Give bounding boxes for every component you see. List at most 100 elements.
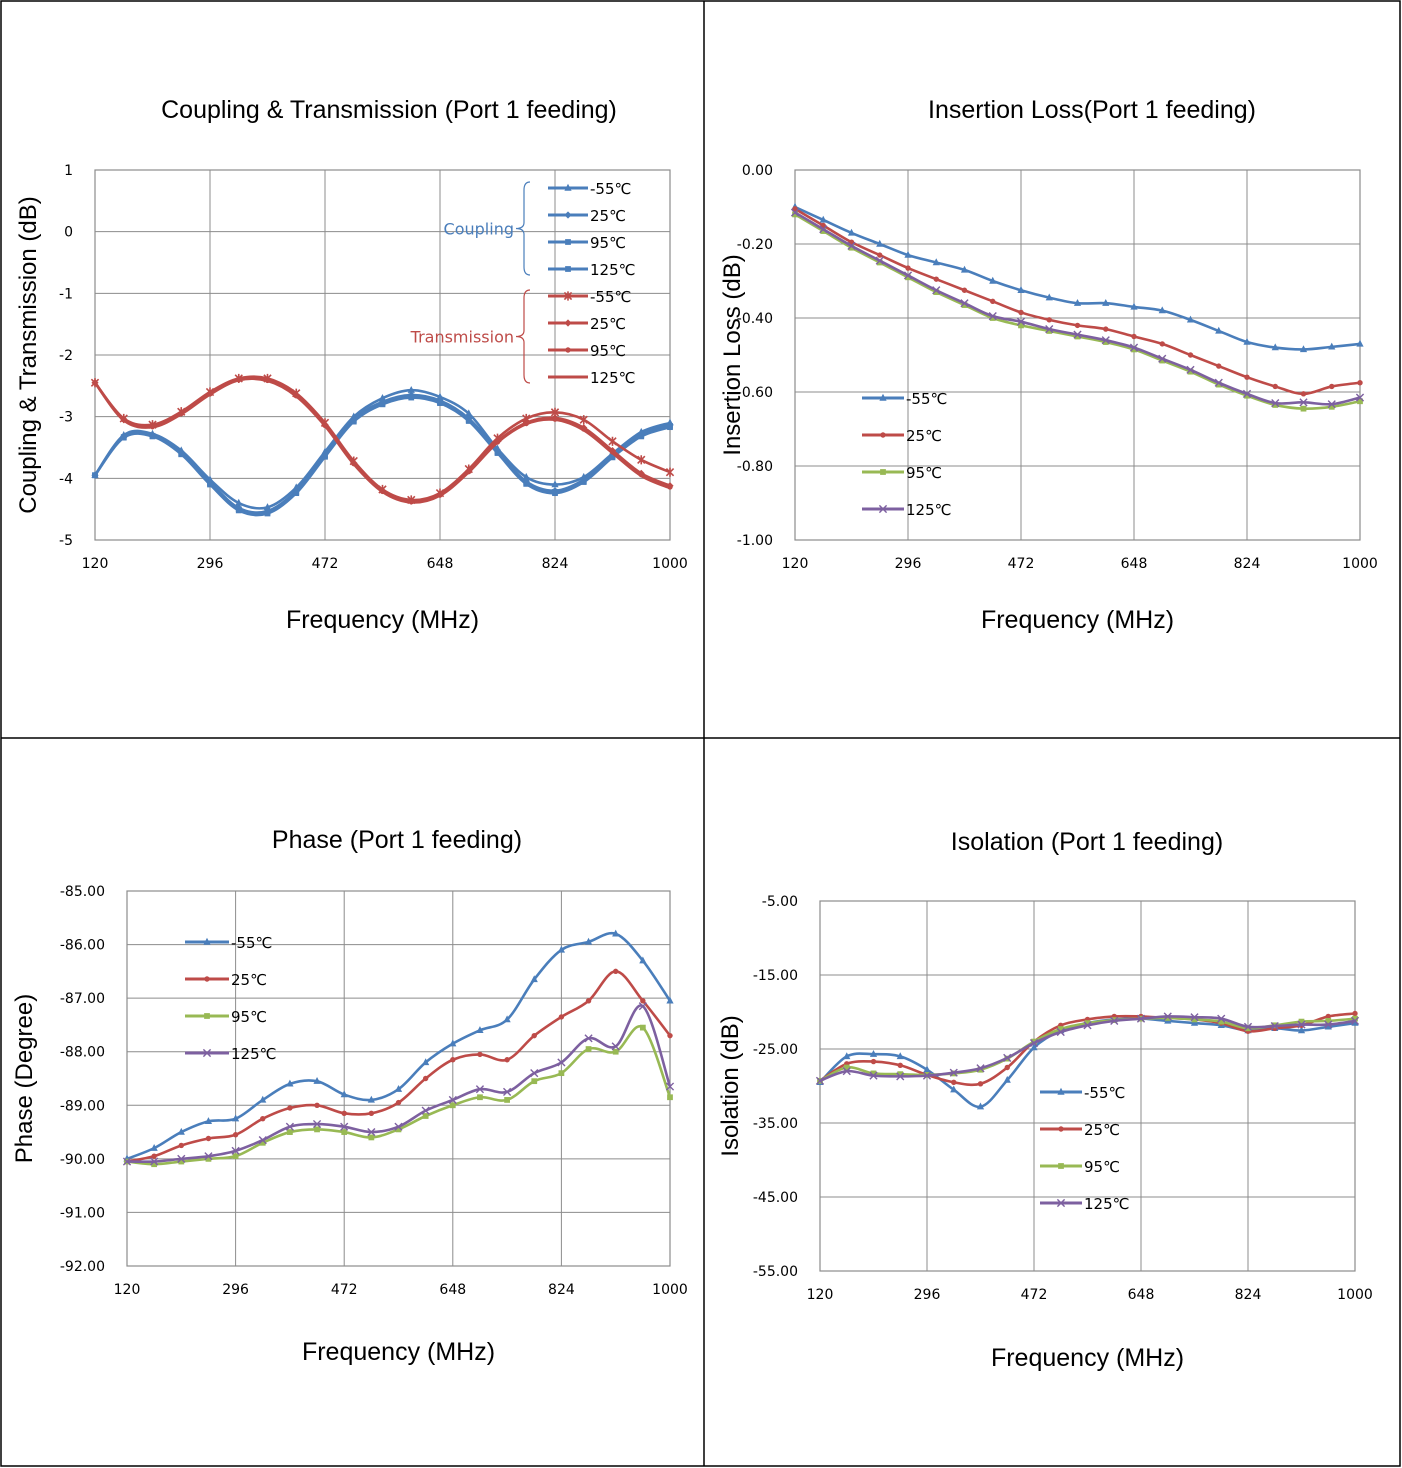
plot-area	[127, 891, 670, 1266]
group-label: Coupling	[444, 220, 514, 239]
data-point	[584, 937, 593, 945]
legend-entry: 125℃	[1040, 1195, 1129, 1213]
y-tick-label: -15.00	[753, 968, 798, 984]
legend-entry: -55℃	[1040, 1084, 1125, 1102]
data-point	[1159, 341, 1165, 347]
data-point	[341, 1110, 347, 1117]
legend-label: 25℃	[1084, 1121, 1120, 1139]
y-tick-label: -88.00	[60, 1045, 105, 1061]
data-point	[933, 276, 939, 282]
data-point	[1324, 1022, 1332, 1030]
data-point	[870, 1058, 877, 1065]
y-tick-label: -89.00	[60, 1098, 105, 1114]
legend-label: 95℃	[231, 1008, 267, 1026]
data-point	[258, 1136, 267, 1145]
data-point	[612, 929, 620, 937]
data-point	[1074, 322, 1081, 329]
data-point	[869, 1049, 878, 1057]
data-point	[989, 276, 997, 284]
y-tick-label: 0.00	[742, 163, 773, 179]
data-point	[313, 1076, 321, 1084]
legend-entry: 25℃	[548, 207, 626, 225]
data-point	[1046, 317, 1052, 323]
data-point	[989, 315, 996, 321]
data-point	[1243, 1022, 1253, 1031]
data-point	[580, 479, 587, 485]
legend-label: -55℃	[1084, 1084, 1125, 1102]
group-label: Transmission	[410, 328, 514, 347]
data-point	[476, 1026, 484, 1033]
data-point	[1074, 333, 1081, 340]
series-line	[93, 377, 671, 504]
data-point	[585, 998, 592, 1004]
data-point	[639, 1024, 646, 1031]
data-point	[314, 1126, 320, 1133]
y-tick-label: 1	[64, 163, 73, 179]
data-point	[177, 1154, 186, 1163]
data-point	[961, 302, 968, 308]
data-point	[350, 418, 357, 425]
chart-title: Phase (Port 1 feeding)	[272, 826, 522, 854]
data-point	[259, 1095, 267, 1103]
data-point	[394, 1085, 403, 1092]
data-point	[896, 1072, 905, 1081]
data-point	[1131, 346, 1137, 353]
data-point	[287, 1129, 293, 1135]
y-tick-label: -91.00	[60, 1205, 105, 1221]
data-point	[792, 211, 798, 218]
legend-label: 125℃	[906, 501, 951, 519]
legend-label: 25℃	[906, 427, 942, 445]
x-tick-label: 120	[782, 556, 809, 572]
data-point	[204, 1117, 213, 1125]
data-point	[204, 1152, 213, 1161]
data-point	[847, 228, 856, 236]
data-point	[877, 252, 883, 258]
data-point	[1271, 343, 1279, 351]
data-point	[263, 503, 272, 511]
data-point	[1299, 398, 1308, 407]
data-point	[1016, 317, 1026, 326]
legend-label: 125℃	[231, 1045, 276, 1063]
plot-area	[795, 170, 1360, 540]
x-tick-label: 472	[1008, 556, 1035, 572]
data-point	[903, 271, 913, 280]
data-point	[1244, 374, 1250, 380]
data-point	[1355, 393, 1365, 402]
legend-marker	[1057, 1087, 1065, 1095]
data-point	[340, 1122, 349, 1131]
legend-label: 125℃	[590, 261, 635, 279]
legend-marker	[1056, 1198, 1066, 1208]
data-point	[368, 1134, 375, 1141]
data-point	[896, 1052, 904, 1060]
data-point	[436, 392, 444, 400]
data-point	[1351, 1018, 1359, 1026]
data-point	[667, 1032, 673, 1039]
legend-marker	[204, 976, 210, 982]
data-point	[790, 208, 800, 217]
data-point	[408, 394, 415, 401]
y-tick-label: -5	[59, 533, 73, 549]
data-point	[951, 1079, 957, 1086]
data-point	[960, 299, 969, 308]
data-point	[150, 1157, 159, 1166]
y-axis-label: Isolation (dB)	[717, 1015, 744, 1156]
data-point	[504, 1057, 510, 1063]
data-point	[1102, 339, 1109, 345]
data-point	[551, 480, 559, 488]
legend-entry: 95℃	[1040, 1158, 1120, 1176]
legend-entry: 95℃	[548, 342, 626, 360]
plot-border	[94, 169, 671, 541]
legend-entry: 125℃	[862, 501, 951, 519]
series-3	[92, 394, 673, 517]
data-point	[1018, 309, 1024, 316]
data-point	[820, 222, 826, 229]
data-point	[613, 968, 619, 975]
data-point	[1191, 1016, 1198, 1023]
data-point	[637, 455, 646, 465]
y-tick-label: -5.00	[762, 894, 798, 910]
y-tick-label: -0.20	[737, 237, 773, 253]
chart-title: Insertion Loss(Port 1 feeding)	[928, 96, 1256, 124]
legend-marker	[565, 347, 571, 353]
x-tick-label: 1000	[652, 556, 688, 572]
